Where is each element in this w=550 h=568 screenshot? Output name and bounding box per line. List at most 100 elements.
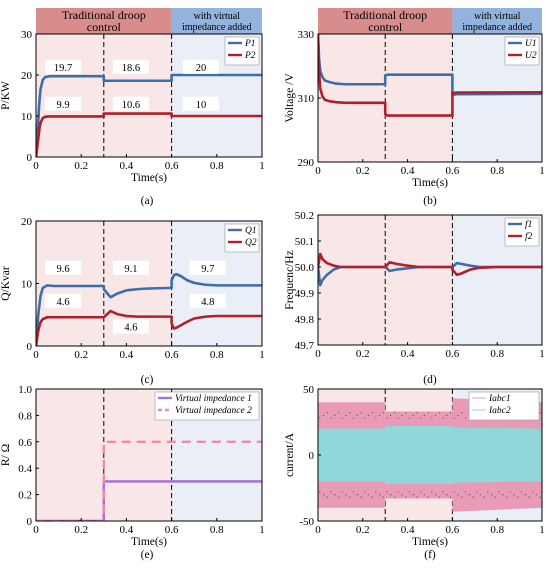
current-speckle <box>352 417 355 419</box>
current-speckle <box>405 412 407 414</box>
y-tick-label: 49.8 <box>295 314 315 326</box>
y-tick-label: 30 <box>21 29 33 41</box>
y-tick-label: 50.2 <box>295 210 314 222</box>
current-speckle <box>513 494 515 496</box>
current-speckle <box>352 491 355 493</box>
current-speckle <box>412 414 414 416</box>
y-tick-label: 330 <box>298 29 315 41</box>
current-speckle <box>420 417 422 419</box>
y-axis-label: Voltage /V <box>284 73 296 123</box>
x-tick-label: 0 <box>33 160 39 172</box>
banner-right-line1: with virtual <box>474 11 521 22</box>
current-speckle <box>435 414 437 416</box>
current-speckle <box>427 496 429 498</box>
current-speckle <box>323 414 325 416</box>
banner-left-line1: Traditional droop <box>62 8 146 22</box>
x-tick-label: 1 <box>539 524 545 536</box>
current-speckle <box>446 494 448 496</box>
x-tick-label: 1 <box>539 165 545 177</box>
panel-c: 9.6 9.1 9.74.64.64.80 0.2 0.4 0.6 0.8 101020Q/K… <box>0 216 265 386</box>
current-speckle <box>334 494 336 496</box>
current-speckle <box>449 412 452 414</box>
current-speckle <box>532 491 534 493</box>
current-speckle <box>524 494 526 496</box>
x-tick-label: 0.2 <box>356 524 370 536</box>
data-label-bg-1 <box>45 260 82 275</box>
banner-left-line2: control <box>87 20 122 34</box>
current-speckle <box>464 491 467 493</box>
y-axis-label: R/ Ω <box>0 444 12 466</box>
x-tick-label: 0.6 <box>165 524 179 536</box>
current-speckle <box>535 494 538 496</box>
data-label-3: 9.7 <box>201 264 214 275</box>
current-speckle <box>330 491 332 493</box>
data-label-2: 18.6 <box>122 63 140 74</box>
series-line-2 <box>318 252 542 277</box>
x-tick-label: 0.6 <box>446 524 460 536</box>
data-label-bg-3 <box>182 59 219 74</box>
current-speckle <box>382 496 384 498</box>
y-tick-label: 290 <box>298 157 315 169</box>
x-tick-label: 0.4 <box>401 348 415 360</box>
current-speckle <box>349 496 351 498</box>
data-label-4: 9.9 <box>57 100 70 111</box>
banner-right <box>171 8 262 34</box>
current-speckle <box>371 412 373 414</box>
x-tick-label: 0 <box>315 348 321 360</box>
data-layer <box>36 440 262 521</box>
current-speckle <box>367 494 369 496</box>
current-speckle <box>393 496 396 498</box>
x-tick-label: 1 <box>259 160 265 172</box>
x-tick-label: 0 <box>33 349 39 361</box>
current-speckle <box>528 496 530 498</box>
current-speckle <box>453 491 455 493</box>
y-tick-label: 20 <box>21 216 33 228</box>
panel-label: (d) <box>423 374 437 386</box>
data-label-bg-5 <box>112 96 149 111</box>
x-tick-label: 0 <box>315 524 321 536</box>
x-axis-label: Time(s) <box>412 536 448 548</box>
series-line-1 <box>318 34 542 97</box>
x-tick-label: 0.6 <box>446 165 460 177</box>
current-speckle <box>330 417 332 419</box>
y-tick-label: 0 <box>27 516 33 528</box>
legend-box <box>154 391 260 421</box>
current-speckle <box>364 417 366 419</box>
data-label-6: 4.8 <box>201 297 214 308</box>
x-tick-label: 0.2 <box>74 349 88 361</box>
y-tick-label: 0.6 <box>18 437 32 449</box>
data-label-bg-6 <box>182 96 219 111</box>
x-tick-label: 1 <box>259 524 265 536</box>
x-tick-label: 1 <box>539 348 545 360</box>
y-tick-label: 10 <box>21 279 33 291</box>
current-speckle <box>446 414 448 416</box>
series-line-2 <box>36 309 262 346</box>
x-tick-label: 0.2 <box>74 524 88 536</box>
x-axis-label: Time(s) <box>412 177 448 189</box>
data-label-6: 10 <box>196 100 207 111</box>
plot-frame <box>35 33 263 158</box>
current-speckle <box>420 491 422 493</box>
current-speckle <box>326 496 328 498</box>
current-speckle <box>390 414 392 416</box>
x-tick-label: 0.6 <box>446 348 460 360</box>
current-speckle <box>483 496 485 498</box>
data-label-bg-6 <box>189 293 226 308</box>
data-layer <box>318 252 542 287</box>
y-tick-label: 10 <box>21 111 33 123</box>
series-line-1 <box>36 480 262 521</box>
current-speckle <box>431 417 433 419</box>
data-label-bg-5 <box>112 319 149 334</box>
y-tick-label: 0 <box>309 450 315 462</box>
x-tick-label: 0.8 <box>210 524 224 536</box>
current-speckle <box>319 417 321 419</box>
current-speckle <box>337 412 340 414</box>
current-speckle <box>431 491 433 493</box>
x-tick-label: 0 <box>33 524 39 536</box>
legend-box <box>504 217 540 247</box>
current-speckle <box>382 412 384 414</box>
series-line-2 <box>36 440 262 521</box>
current-speckle <box>401 494 403 496</box>
